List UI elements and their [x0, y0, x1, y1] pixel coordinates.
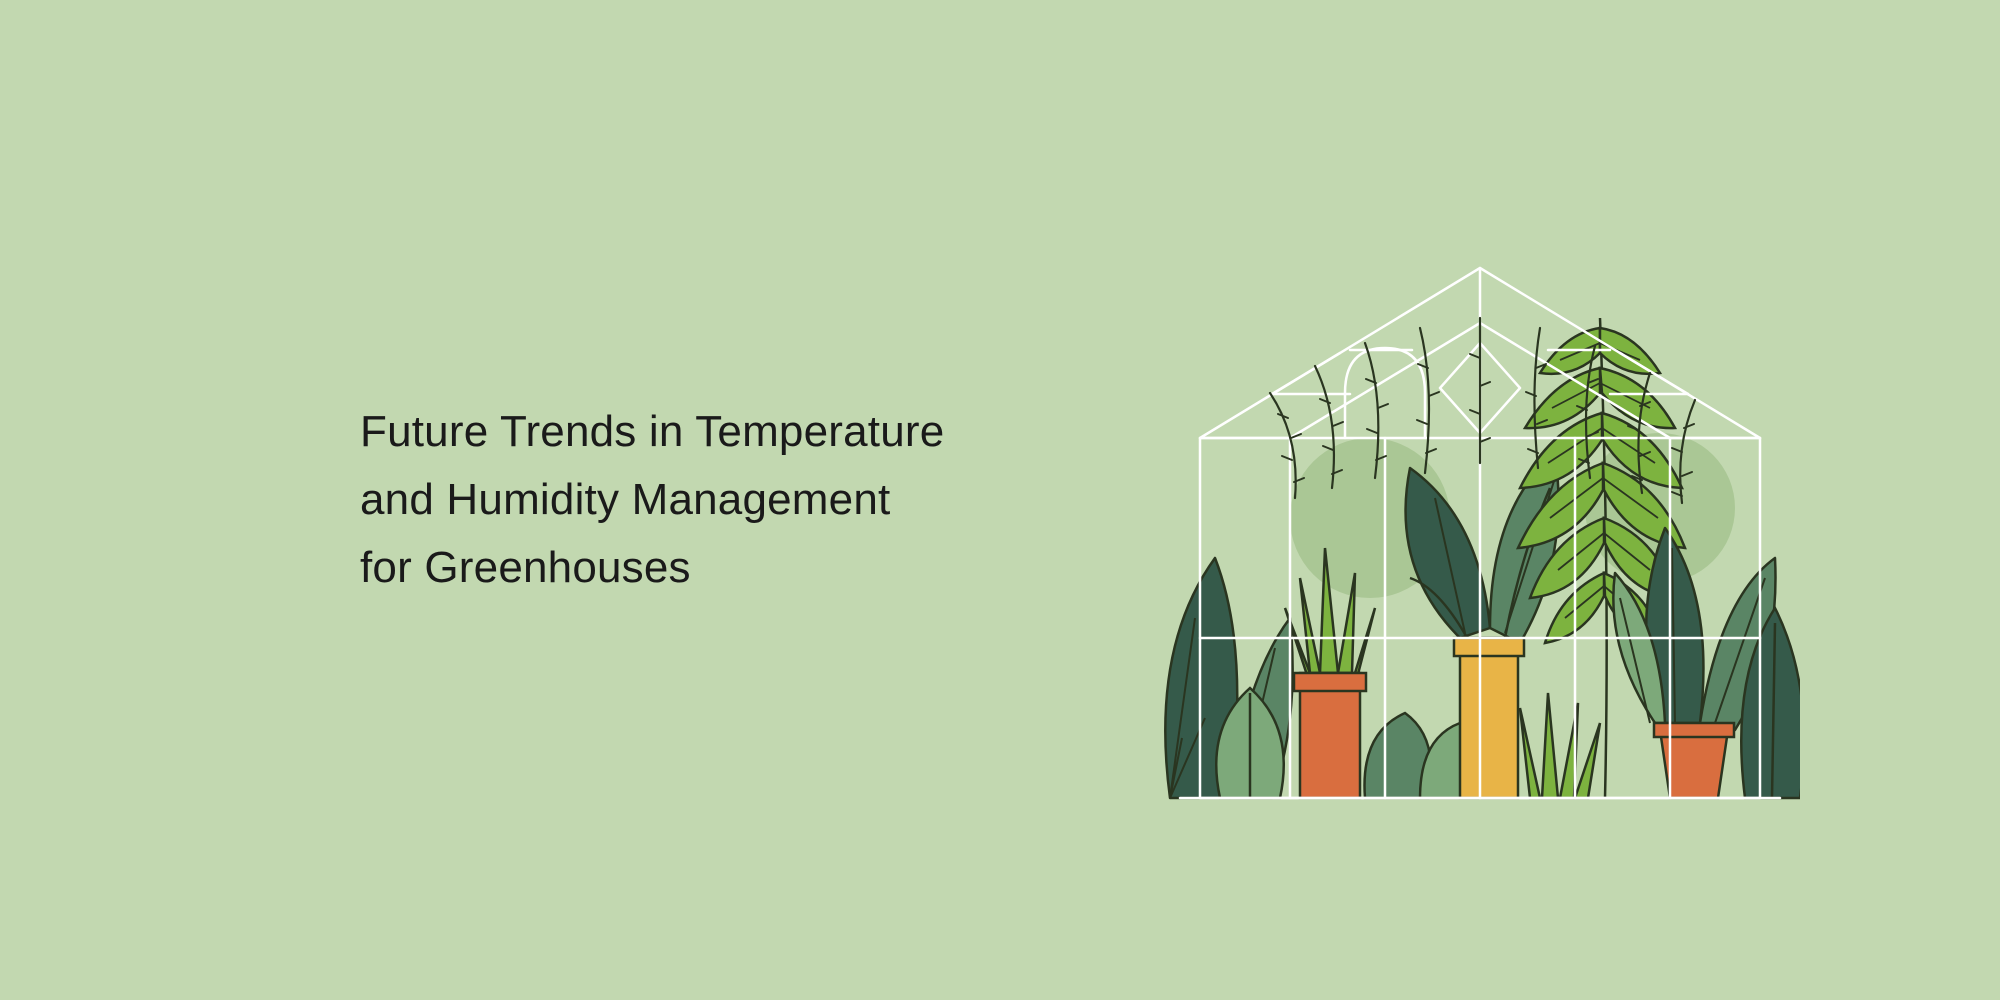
headline-line-2: and Humidity Management: [360, 475, 890, 524]
headline-line-1: Future Trends in Temperature: [360, 407, 944, 456]
headline-line-3: for Greenhouses: [360, 543, 691, 592]
page-title: Future Trends in Temperature and Humidit…: [360, 398, 1040, 603]
greenhouse-illustration: [1160, 178, 1800, 823]
greenhouse-icon: [1160, 178, 1800, 818]
